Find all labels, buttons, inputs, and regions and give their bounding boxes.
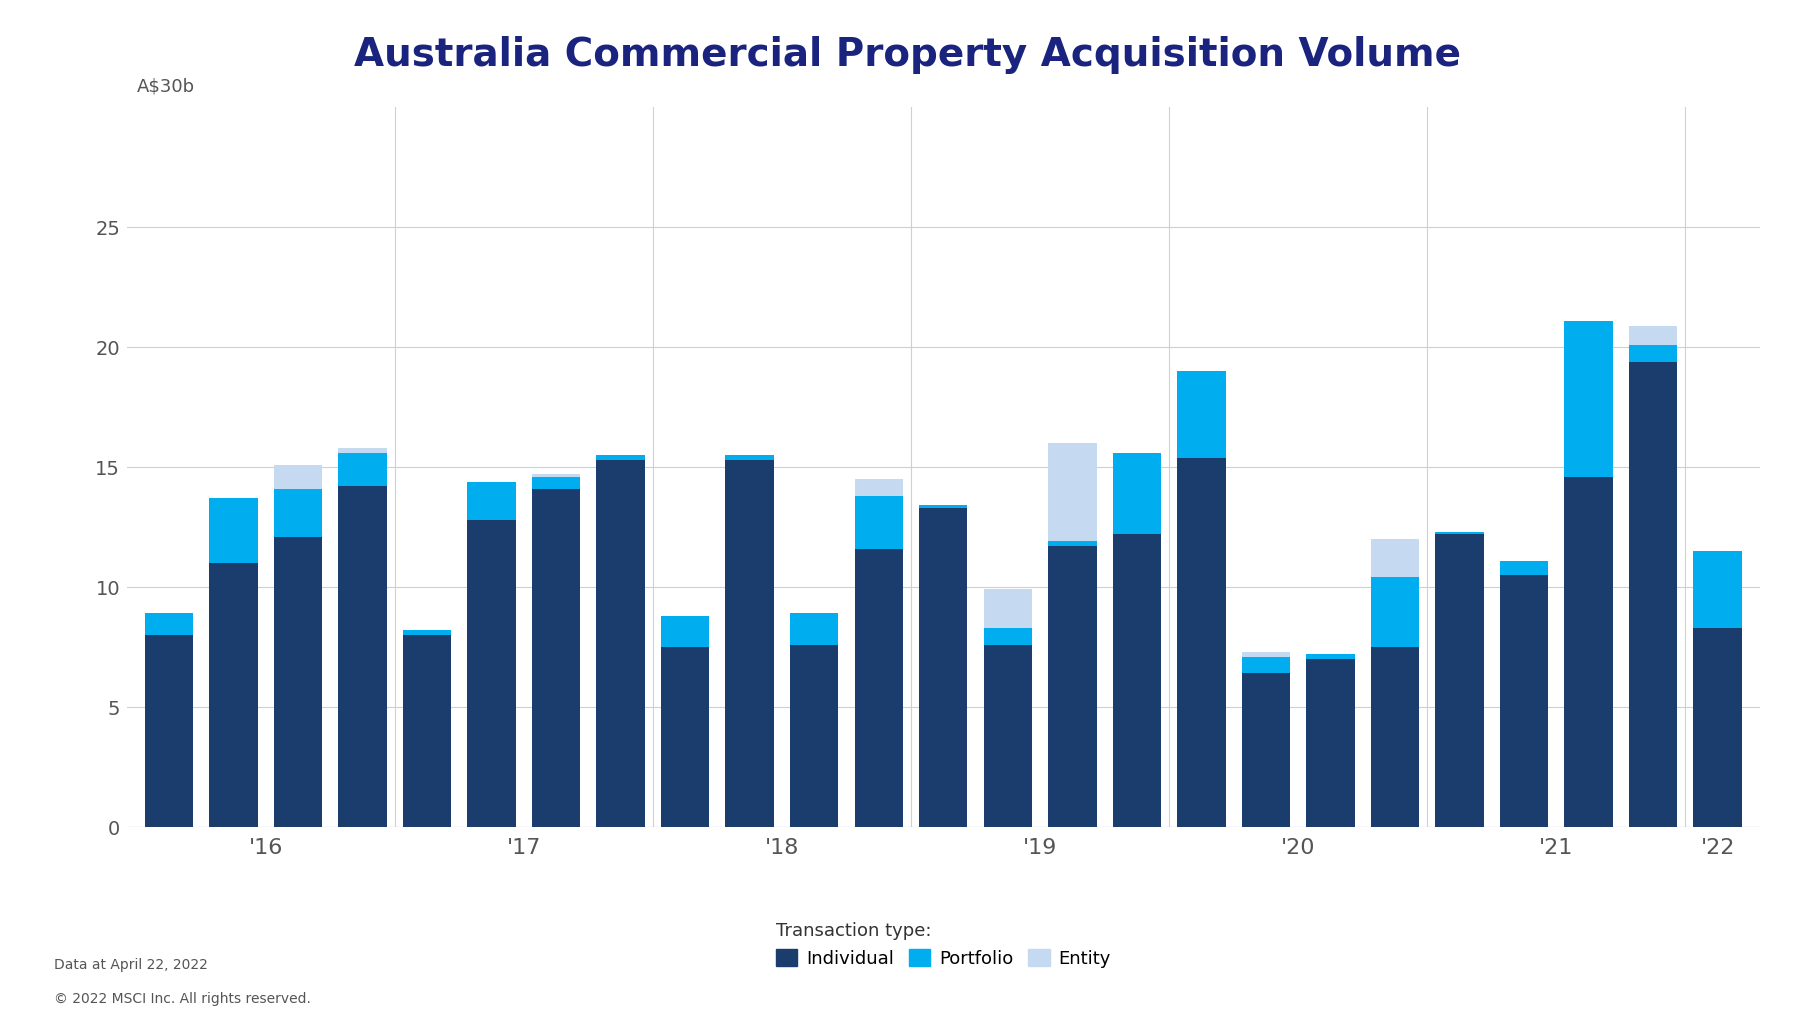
Bar bbox=[274, 489, 323, 537]
Bar bbox=[1435, 534, 1484, 827]
Bar bbox=[209, 498, 258, 564]
Text: A$30b: A$30b bbox=[136, 78, 194, 95]
Bar bbox=[1177, 457, 1226, 827]
Bar bbox=[854, 548, 903, 827]
Bar bbox=[1048, 541, 1096, 546]
Bar bbox=[920, 507, 967, 827]
Bar bbox=[209, 564, 258, 827]
Bar bbox=[1500, 561, 1547, 575]
Bar bbox=[920, 505, 967, 507]
Bar bbox=[274, 537, 323, 827]
Bar bbox=[1500, 575, 1547, 827]
Bar bbox=[339, 448, 386, 452]
Text: © 2022 MSCI Inc. All rights reserved.: © 2022 MSCI Inc. All rights reserved. bbox=[54, 991, 312, 1006]
Bar bbox=[468, 482, 515, 520]
Bar bbox=[597, 455, 644, 459]
Bar bbox=[660, 616, 709, 647]
Text: Data at April 22, 2022: Data at April 22, 2022 bbox=[54, 958, 209, 972]
Bar bbox=[145, 614, 192, 635]
Bar bbox=[597, 459, 644, 827]
Bar bbox=[339, 452, 386, 486]
Bar bbox=[1243, 674, 1290, 827]
Bar bbox=[1306, 660, 1355, 827]
Bar bbox=[854, 479, 903, 496]
Bar bbox=[660, 647, 709, 827]
Bar bbox=[532, 477, 580, 489]
Bar bbox=[274, 465, 323, 489]
Bar bbox=[726, 459, 775, 827]
Bar bbox=[983, 628, 1032, 644]
Bar bbox=[1371, 647, 1419, 827]
Bar bbox=[1048, 443, 1096, 541]
Bar bbox=[1629, 361, 1678, 827]
Bar bbox=[1371, 578, 1419, 647]
Bar bbox=[403, 635, 452, 827]
Bar bbox=[1564, 477, 1613, 827]
Bar bbox=[983, 644, 1032, 827]
Bar bbox=[1112, 452, 1161, 534]
Bar bbox=[1243, 657, 1290, 674]
Bar bbox=[1243, 651, 1290, 657]
Bar bbox=[1306, 654, 1355, 660]
Bar bbox=[1177, 372, 1226, 457]
Bar bbox=[1629, 345, 1678, 361]
Bar bbox=[145, 635, 192, 827]
Bar bbox=[1629, 326, 1678, 345]
Bar bbox=[1694, 628, 1741, 827]
Bar bbox=[1112, 534, 1161, 827]
Legend: Individual, Portfolio, Entity: Individual, Portfolio, Entity bbox=[769, 915, 1117, 975]
Bar bbox=[1564, 321, 1613, 477]
Bar bbox=[854, 496, 903, 548]
Bar bbox=[532, 489, 580, 827]
Bar bbox=[532, 475, 580, 477]
Bar bbox=[726, 455, 775, 459]
Bar bbox=[403, 630, 452, 635]
Bar bbox=[468, 520, 515, 827]
Bar bbox=[1435, 532, 1484, 534]
Bar bbox=[339, 486, 386, 827]
Bar bbox=[1048, 546, 1096, 827]
Bar bbox=[791, 614, 838, 644]
Text: Australia Commercial Property Acquisition Volume: Australia Commercial Property Acquisitio… bbox=[354, 36, 1460, 74]
Bar bbox=[1371, 539, 1419, 578]
Bar bbox=[983, 589, 1032, 628]
Bar bbox=[1694, 551, 1741, 628]
Bar bbox=[791, 644, 838, 827]
